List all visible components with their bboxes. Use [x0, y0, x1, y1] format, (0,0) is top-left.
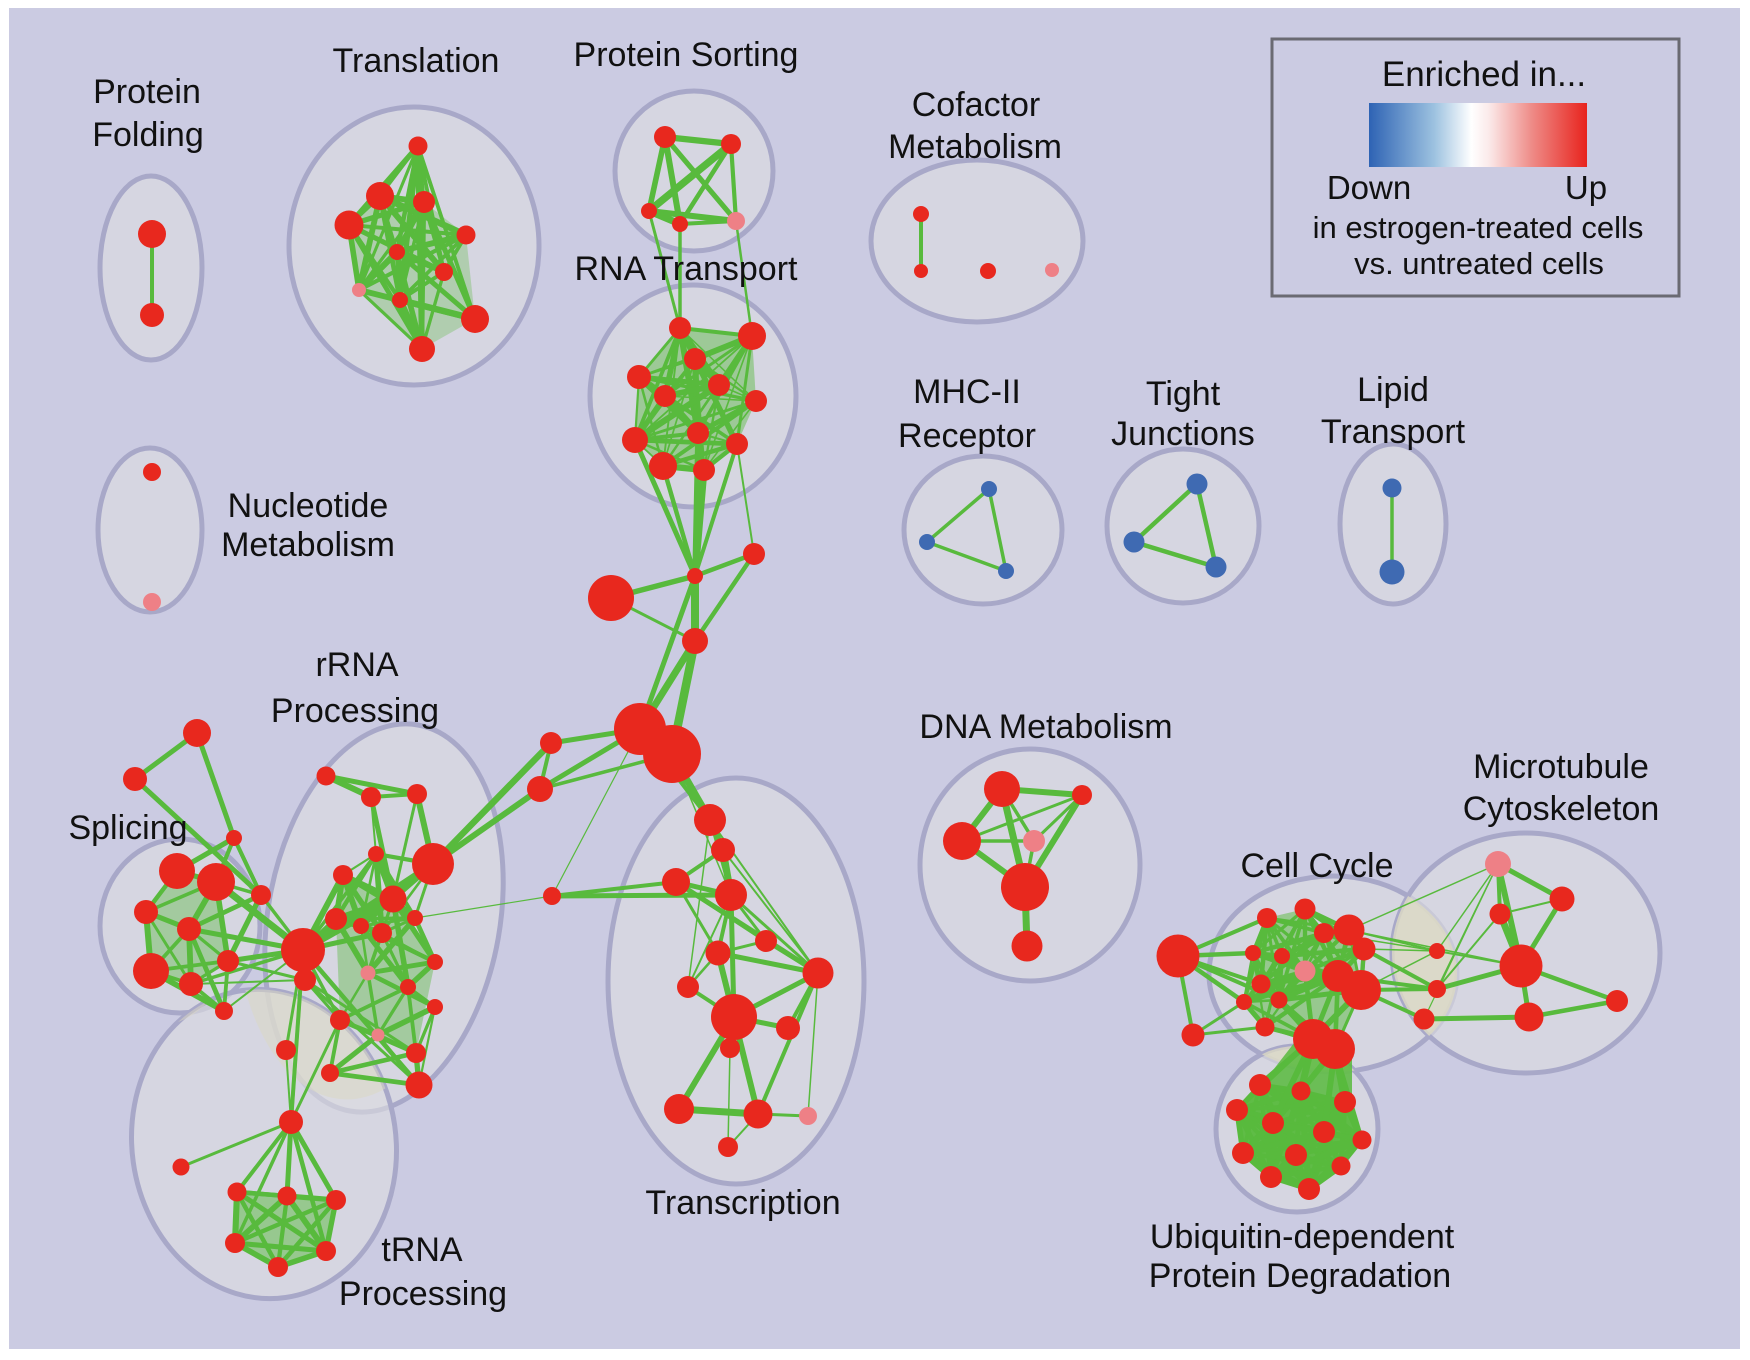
- svg-text:rRNA: rRNA: [315, 646, 398, 684]
- svg-text:vs. untreated cells: vs. untreated cells: [1354, 246, 1604, 281]
- svg-text:Processing: Processing: [271, 692, 439, 730]
- svg-text:Protein Sorting: Protein Sorting: [574, 36, 799, 74]
- svg-text:Folding: Folding: [92, 116, 204, 154]
- svg-text:Junctions: Junctions: [1111, 415, 1255, 453]
- svg-text:RNA Transport: RNA Transport: [575, 250, 799, 288]
- svg-text:Cofactor: Cofactor: [912, 86, 1041, 124]
- svg-text:Translation: Translation: [333, 42, 500, 80]
- svg-text:Microtubule: Microtubule: [1473, 748, 1649, 786]
- svg-text:Up: Up: [1565, 169, 1607, 206]
- svg-text:Transport: Transport: [1321, 413, 1466, 451]
- svg-text:Metabolism: Metabolism: [221, 526, 395, 564]
- svg-text:DNA Metabolism: DNA Metabolism: [919, 708, 1172, 746]
- svg-text:Splicing: Splicing: [68, 809, 187, 847]
- svg-text:Cell Cycle: Cell Cycle: [1240, 847, 1393, 885]
- svg-text:Tight: Tight: [1146, 375, 1221, 413]
- svg-text:MHC-II: MHC-II: [913, 373, 1021, 411]
- svg-text:Enriched in...: Enriched in...: [1382, 55, 1586, 94]
- svg-text:Metabolism: Metabolism: [888, 128, 1062, 166]
- svg-text:Protein: Protein: [93, 73, 201, 111]
- svg-text:Cytoskeleton: Cytoskeleton: [1463, 790, 1660, 828]
- svg-text:tRNA: tRNA: [381, 1231, 463, 1269]
- svg-text:Transcription: Transcription: [645, 1184, 840, 1222]
- svg-text:Receptor: Receptor: [898, 417, 1036, 455]
- svg-text:Lipid: Lipid: [1357, 371, 1429, 409]
- svg-text:Down: Down: [1327, 169, 1411, 206]
- svg-text:Nucleotide: Nucleotide: [228, 487, 389, 525]
- svg-text:Processing: Processing: [339, 1275, 507, 1313]
- svg-text:in estrogen-treated cells: in estrogen-treated cells: [1313, 210, 1644, 245]
- svg-text:Protein Degradation: Protein Degradation: [1149, 1257, 1451, 1295]
- svg-text:Ubiquitin-dependent: Ubiquitin-dependent: [1150, 1218, 1455, 1256]
